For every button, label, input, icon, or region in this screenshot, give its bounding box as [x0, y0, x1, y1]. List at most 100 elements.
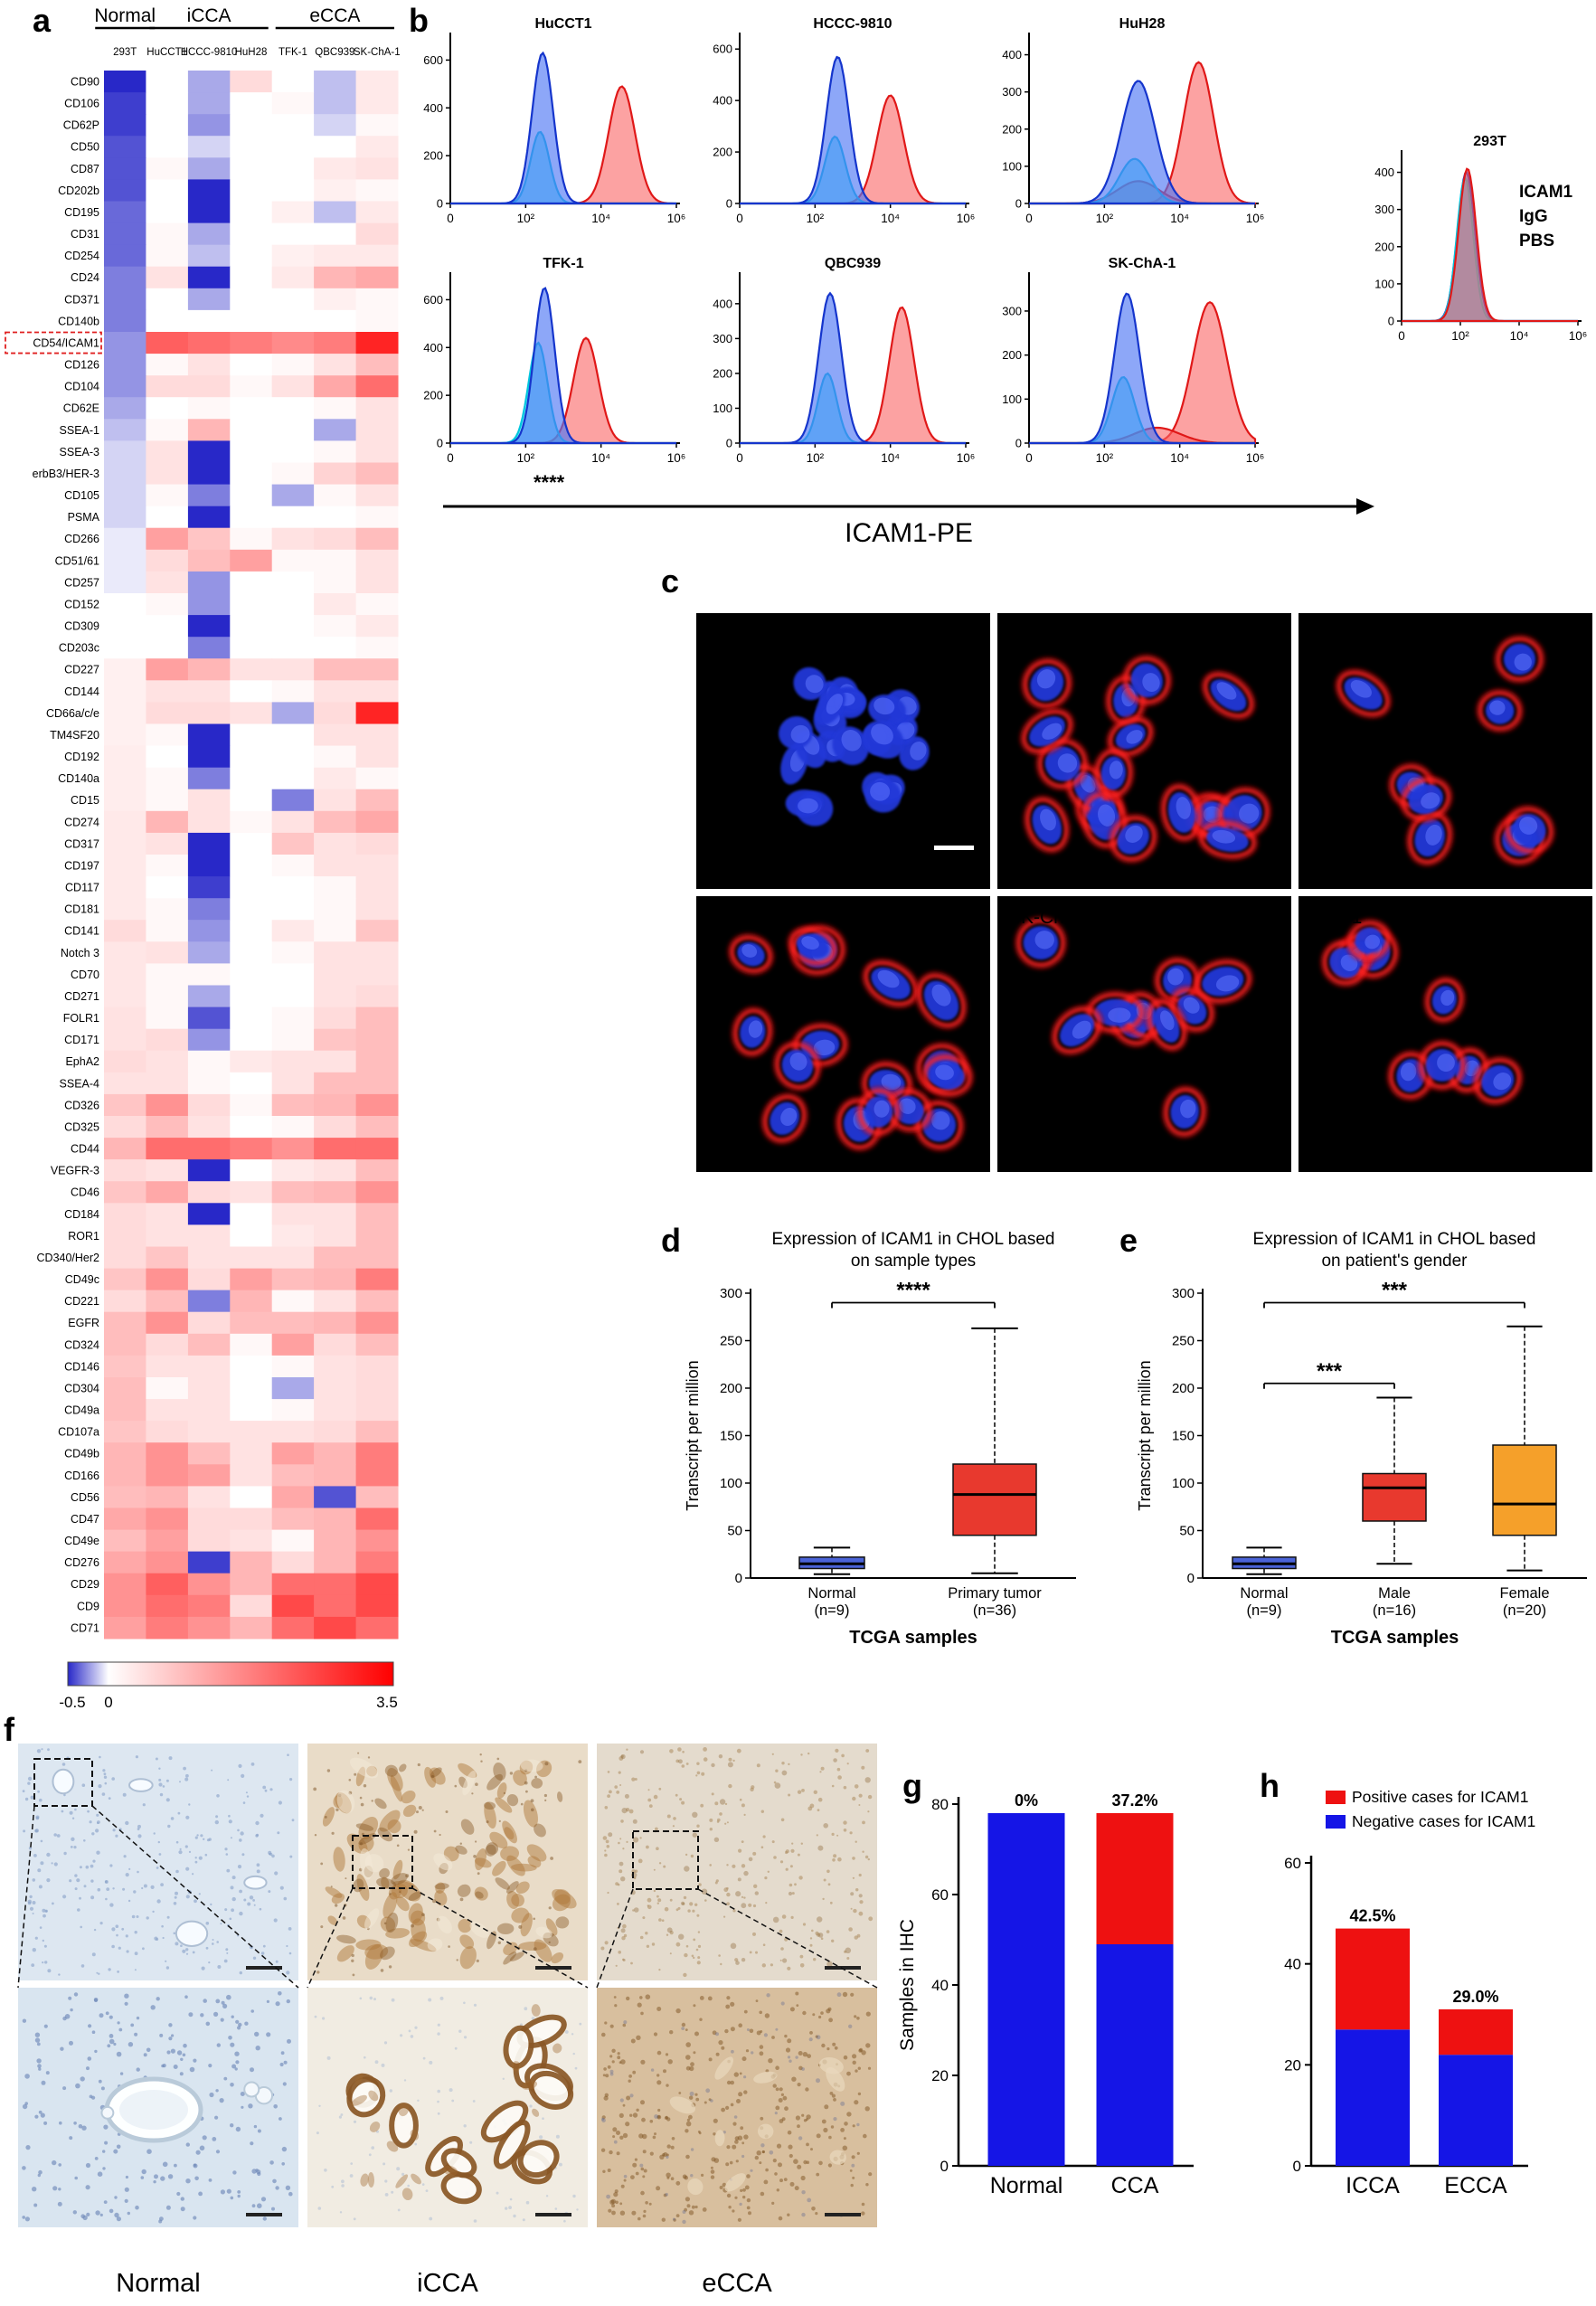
heatmap-cell [355, 201, 399, 224]
box-x-tick: Normal [807, 1585, 855, 1602]
heatmap-cell [355, 244, 399, 268]
bar-x-tick: ICCA [1346, 2173, 1400, 2198]
scale-bar [246, 1966, 282, 1970]
row-label: CD51/61 [55, 554, 99, 567]
heatmap-cell [355, 876, 399, 899]
heatmap-cell [187, 527, 231, 551]
heatmap-cell [355, 1464, 399, 1487]
heatmap-cell [187, 745, 231, 769]
row-label: CD70 [71, 969, 99, 981]
heatmap-cell [230, 1573, 273, 1596]
bar-positive [1336, 1928, 1410, 2030]
heatmap-cell [355, 114, 399, 137]
heatmap-cell [230, 789, 273, 812]
row-label: CD146 [64, 1360, 99, 1373]
panel-f-ihc: Normal iCCA eCCA [17, 1744, 878, 2298]
heatmap-cell [187, 1224, 231, 1247]
icam1-stain-ring [762, 1094, 807, 1143]
heatmap-cell [187, 593, 231, 616]
heatmap-cell [187, 1246, 231, 1270]
svg-text:10²: 10² [807, 451, 825, 465]
heatmap-cell [146, 571, 189, 594]
heatmap-cell [355, 1007, 399, 1030]
heatmap-cell [146, 1355, 189, 1378]
heatmap-cell [104, 397, 146, 420]
heatmap-cell [230, 920, 273, 942]
svg-text:10⁴: 10⁴ [1510, 329, 1529, 343]
scale-bar [535, 2213, 571, 2216]
row-label: CD181 [64, 903, 99, 916]
heatmap-cell [271, 92, 315, 115]
icam1-stain-ring [920, 1052, 975, 1100]
scale-bar [535, 1966, 571, 1970]
heatmap-cell [104, 244, 146, 268]
flow-title: 293T [1473, 134, 1506, 149]
heatmap-cell [187, 462, 231, 486]
heatmap-cell [271, 354, 315, 376]
inset-connector [411, 1887, 589, 1989]
heatmap-cell [146, 375, 189, 398]
svg-text:50: 50 [1179, 1524, 1195, 1539]
heatmap-cell [271, 484, 315, 507]
flow-title: SK-ChA-1 [1109, 256, 1176, 271]
heatmap-cell [230, 1311, 273, 1335]
heatmap-cell [187, 375, 231, 398]
heatmap-cell [187, 71, 231, 93]
heatmap-cell [355, 723, 399, 747]
row-label: CD152 [64, 598, 99, 610]
heatmap-cell [230, 963, 273, 986]
heatmap-cell [314, 71, 357, 93]
heatmap-cell [230, 309, 273, 333]
heatmap-cell [230, 1399, 273, 1422]
flow-title: HuH28 [1119, 16, 1166, 32]
svg-text:400: 400 [713, 297, 732, 310]
heatmap-cell [146, 1138, 189, 1160]
heatmap-cell [104, 1007, 146, 1030]
heatmap-cell [271, 1159, 315, 1182]
marker-label: ICAM1 [707, 824, 760, 843]
heatmap-cell [187, 1028, 231, 1052]
gland-ring [346, 2076, 386, 2118]
heatmap-cell [146, 114, 189, 137]
heatmap-cell [146, 1594, 189, 1618]
heatmap-cell [230, 244, 273, 268]
heatmap-cell [104, 941, 146, 964]
heatmap-cell [187, 1616, 231, 1640]
column-label: 293T [113, 47, 137, 58]
svg-text:100: 100 [720, 1476, 742, 1491]
column-label: HuCCT1 [146, 47, 187, 58]
heatmap-cell [355, 462, 399, 486]
heatmap-cell [271, 1138, 315, 1160]
heatmap-cell [104, 1093, 146, 1117]
heatmap-cell [187, 114, 231, 137]
heatmap-cell [314, 1290, 357, 1313]
heatmap-cell [230, 1355, 273, 1378]
heatmap-cell [230, 1486, 273, 1508]
box [1362, 1472, 1427, 1522]
icam1-stain-ring [1345, 918, 1393, 963]
heatmap-cell [187, 484, 231, 507]
row-label: CD195 [64, 206, 99, 219]
heatmap-cell [146, 1093, 189, 1117]
icam1-stain-ring [1023, 658, 1072, 709]
heatmap-cell [355, 680, 399, 703]
heatmap-cell [314, 1311, 357, 1335]
row-label: CD276 [64, 1556, 99, 1569]
icam1-stain-ring [1147, 999, 1187, 1051]
heatmap-cell [146, 832, 189, 855]
heatmap-cell [230, 1333, 273, 1356]
heatmap-cell [187, 1311, 231, 1335]
heatmap-cell [187, 92, 231, 115]
icam1-stain-ring [1198, 820, 1257, 859]
heatmap-cell [314, 767, 357, 790]
heatmap-cell [146, 1159, 189, 1182]
heatmap-cell [187, 789, 231, 812]
heatmap-cell [271, 1246, 315, 1270]
heatmap-cell [104, 1311, 146, 1335]
heatmap-cell [314, 222, 357, 246]
heatmap-cell [271, 615, 315, 638]
heatmap-cell [146, 898, 189, 921]
heatmap-cell [230, 419, 273, 441]
heatmap-cell [146, 810, 189, 834]
